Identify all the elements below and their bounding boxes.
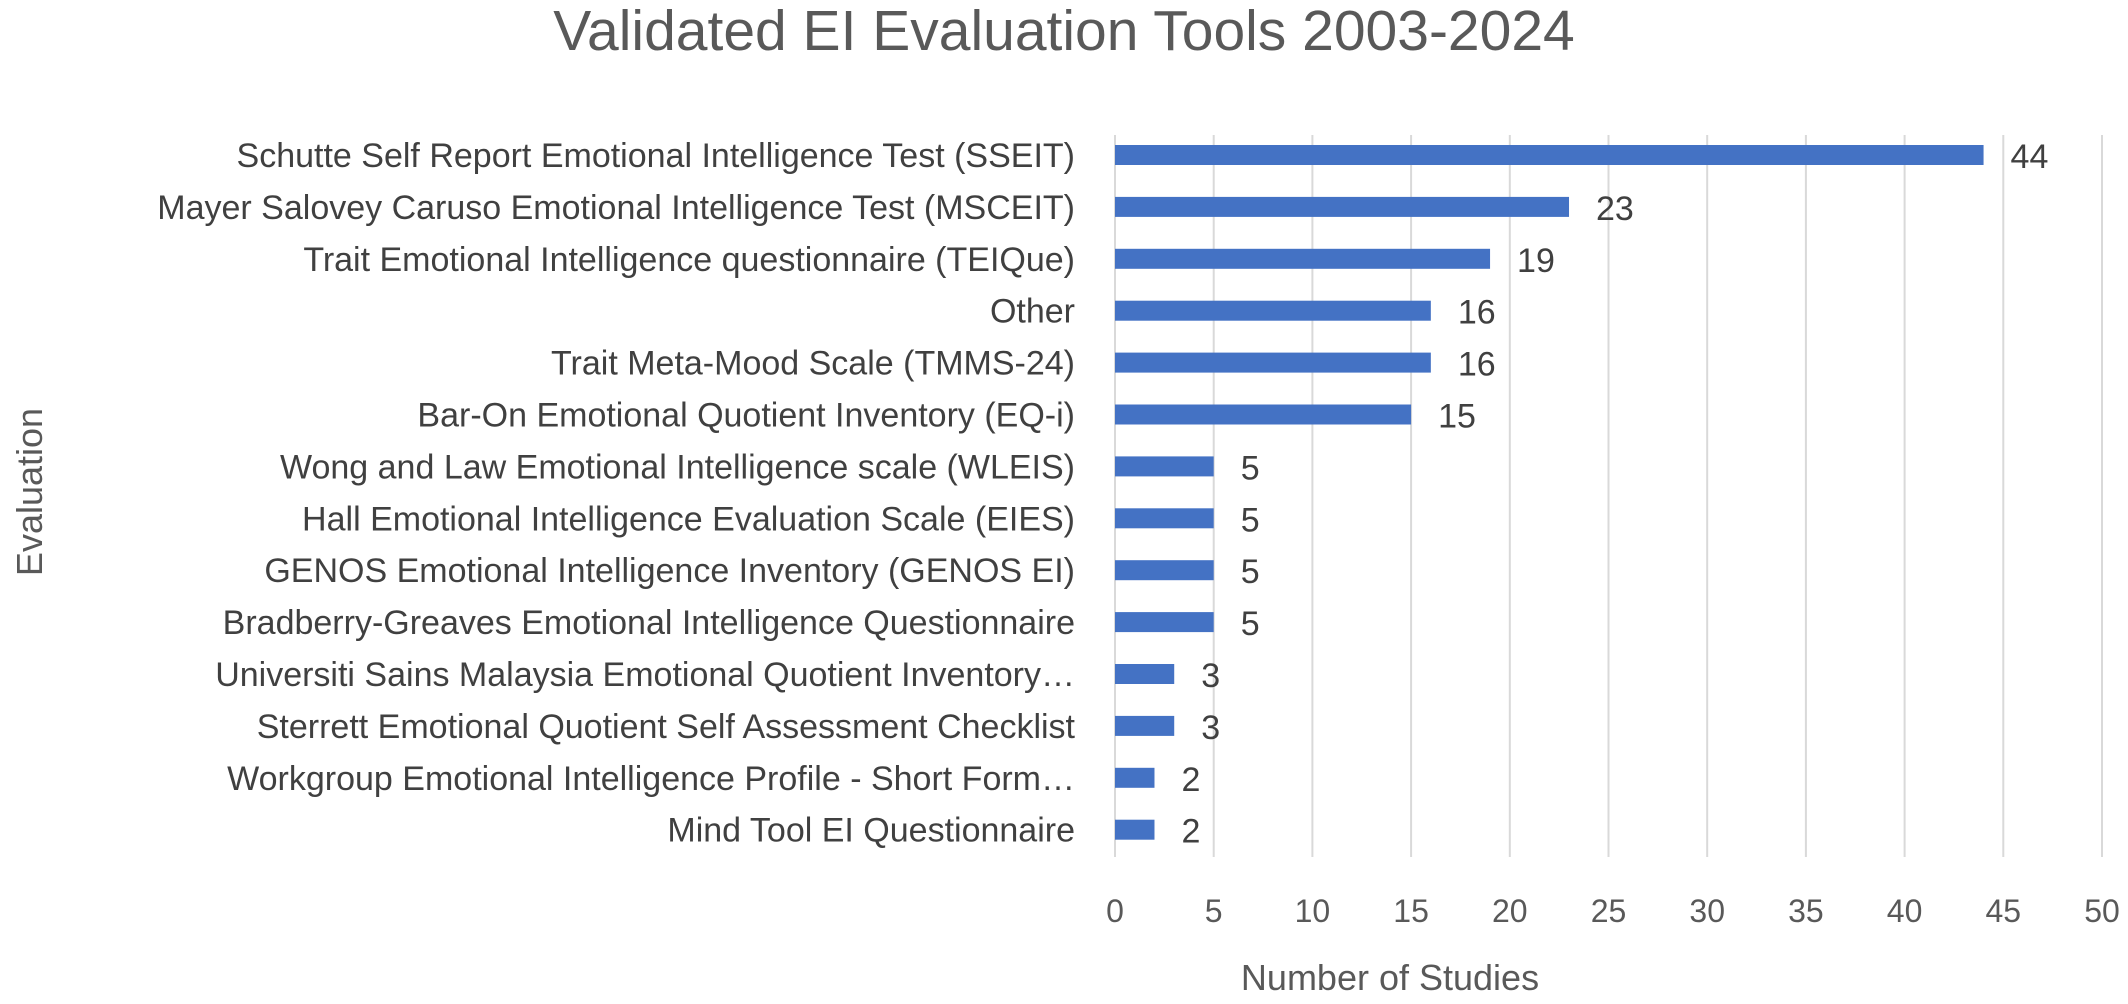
data-label: 3: [1201, 657, 1220, 695]
data-label: 15: [1438, 398, 1476, 436]
y-axis-title: Evaluation: [9, 408, 50, 576]
bar: [1115, 508, 1214, 529]
data-label: 5: [1241, 553, 1260, 591]
category-labels: Schutte Self Report Emotional Intelligen…: [157, 137, 1075, 850]
category-label: Workgroup Emotional Intelligence Profile…: [227, 760, 1075, 798]
x-tick-label: 25: [1591, 893, 1627, 929]
data-label: 19: [1517, 242, 1555, 280]
data-label: 44: [2011, 138, 2049, 176]
category-label: Trait Meta-Mood Scale (TMMS-24): [551, 345, 1075, 383]
x-tick-label: 50: [2084, 893, 2120, 929]
x-tick-label: 0: [1106, 893, 1124, 929]
data-label: 2: [1181, 813, 1200, 851]
category-label: Bar-On Emotional Quotient Inventory (EQ-…: [417, 397, 1075, 435]
x-tick-labels: 0 5 10 15 20 25 30 35 40 45 50: [1106, 893, 2120, 929]
category-label: Mayer Salovey Caruso Emotional Intellige…: [157, 189, 1075, 227]
bar: [1115, 664, 1175, 684]
data-label: 3: [1201, 709, 1220, 747]
bar: [1115, 612, 1214, 633]
chart-title: Validated EI Evaluation Tools 2003-2024: [553, 0, 1574, 63]
category-label: Hall Emotional Intelligence Evaluation S…: [302, 500, 1075, 538]
bar: [1115, 300, 1431, 321]
bar: [1115, 560, 1214, 581]
data-label: 16: [1458, 346, 1496, 384]
category-label: GENOS Emotional Intelligence Inventory (…: [264, 552, 1075, 590]
bar: [1115, 145, 1984, 165]
bar: [1115, 196, 1570, 217]
x-tick-label: 40: [1887, 893, 1923, 929]
x-tick-label: 20: [1492, 893, 1528, 929]
data-label: 5: [1241, 449, 1260, 487]
data-label: 5: [1241, 501, 1260, 539]
x-tick-label: 5: [1205, 893, 1223, 929]
x-tick-label: 45: [1986, 893, 2022, 929]
bar: [1115, 715, 1175, 736]
bar: [1115, 404, 1412, 425]
category-label: Universiti Sains Malaysia Emotional Quot…: [215, 656, 1075, 694]
x-tick-label: 15: [1393, 893, 1429, 929]
bars: [1115, 145, 1984, 840]
category-label: Wong and Law Emotional Intelligence scal…: [280, 448, 1075, 486]
data-label: 2: [1181, 761, 1200, 799]
bar: [1115, 248, 1491, 269]
bar: [1115, 456, 1214, 477]
data-label: 16: [1458, 294, 1496, 332]
x-tick-label: 35: [1788, 893, 1824, 929]
x-axis-title: Number of Studies: [1241, 957, 1539, 998]
category-label: Trait Emotional Intelligence questionnai…: [303, 241, 1075, 279]
category-label: Schutte Self Report Emotional Intelligen…: [237, 137, 1075, 175]
bar: [1115, 767, 1155, 788]
x-tick-label: 30: [1689, 893, 1725, 929]
data-label: 5: [1241, 605, 1260, 643]
category-label: Mind Tool EI Questionnaire: [667, 812, 1075, 850]
bar: [1115, 819, 1155, 840]
gridlines: [1114, 135, 2103, 857]
category-label: Other: [990, 293, 1075, 331]
category-label: Bradberry-Greaves Emotional Intelligence…: [223, 604, 1075, 642]
x-tick-label: 10: [1295, 893, 1331, 929]
category-label: Sterrett Emotional Quotient Self Assessm…: [257, 708, 1076, 746]
bar: [1115, 352, 1431, 373]
data-label: 23: [1596, 190, 1634, 228]
